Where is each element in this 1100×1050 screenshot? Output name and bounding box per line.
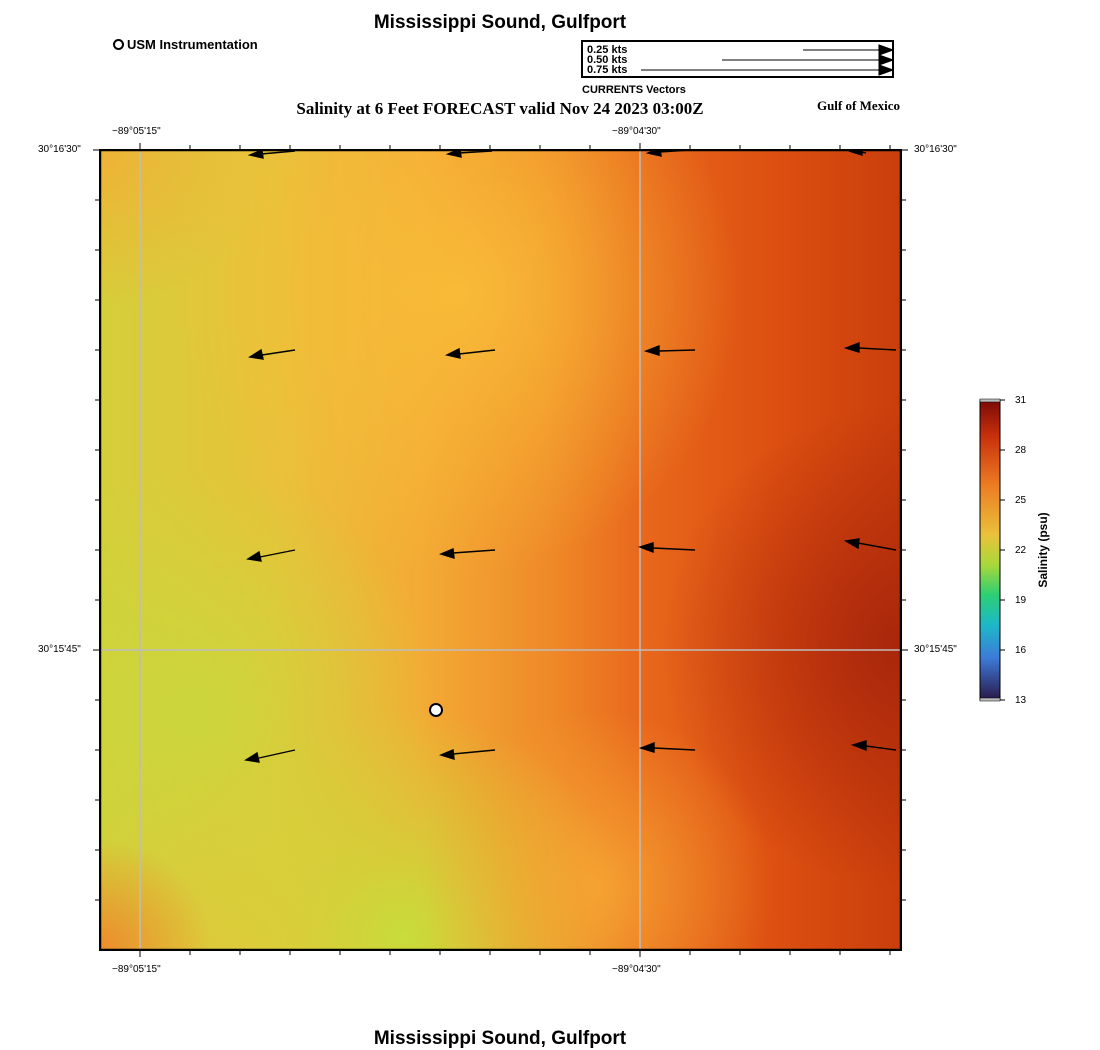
current-vector xyxy=(244,749,296,763)
map-subtitle: Salinity at 6 Feet FORECAST valid Nov 24… xyxy=(296,99,704,118)
current-vector xyxy=(843,341,897,353)
station-legend-label: USM Instrumentation xyxy=(127,37,258,52)
lon-tick-bottom-label: −89°05'15" xyxy=(112,964,161,975)
colorbar-tick-label: 25 xyxy=(1015,495,1027,506)
vector-legend-arrowhead xyxy=(878,54,894,66)
map-title: Mississippi Sound, Gulfport xyxy=(373,12,627,33)
lat-tick-right-label: 30°16'30" xyxy=(914,144,957,155)
colorbar-tick-label: 19 xyxy=(1015,595,1027,606)
vector-legend-box: 0.25 kts 0.50 kts 0.75 kts xyxy=(581,40,894,78)
current-vector xyxy=(246,549,296,562)
current-vector xyxy=(438,748,496,760)
vector-legend-label: 0.25 kts xyxy=(587,44,628,56)
map-gridlines xyxy=(99,149,902,951)
current-vector xyxy=(438,547,496,559)
vector-legend-arrowhead xyxy=(878,44,894,56)
vector-legend-label: 0.75 kts xyxy=(587,64,628,76)
lon-tick-top-label: −89°04'30" xyxy=(612,126,661,137)
salinity-colorbar xyxy=(979,398,1005,702)
usm-station-marker xyxy=(429,703,443,717)
lat-tick-left-label: 30°16'30" xyxy=(38,144,81,155)
vector-legend-caption: CURRENTS Vectors xyxy=(582,84,686,96)
lat-tick-left-label: 30°15'45" xyxy=(38,644,81,655)
colorbar-tick-label: 28 xyxy=(1015,445,1027,456)
current-vector xyxy=(248,348,296,360)
current-vector xyxy=(843,538,897,551)
colorbar-gradient xyxy=(979,399,1001,701)
colorbar-tick-label: 16 xyxy=(1015,645,1027,656)
vector-legend-label: 0.50 kts xyxy=(587,54,628,66)
salinity-map xyxy=(99,149,902,951)
current-vector xyxy=(637,542,696,554)
vector-legend-arrows xyxy=(641,44,894,76)
station-marker-icon xyxy=(113,39,124,50)
lon-tick-top-label: −89°05'15" xyxy=(112,126,161,137)
current-vector xyxy=(444,347,496,359)
current-vector xyxy=(850,740,897,752)
colorbar-tick-label: 22 xyxy=(1015,545,1027,556)
map-border xyxy=(99,149,902,951)
current-vector xyxy=(643,344,696,356)
station-legend: USM Instrumentation xyxy=(113,37,258,52)
colorbar-label: Salinity (psu) xyxy=(1036,512,1050,588)
colorbar-tick-label: 31 xyxy=(1015,395,1027,406)
vector-legend-arrowhead xyxy=(878,64,894,76)
region-label: Gulf of Mexico xyxy=(816,98,900,113)
lat-tick-right-label: 30°15'45" xyxy=(914,644,957,655)
lon-tick-bottom-label: −89°04'30" xyxy=(612,964,661,975)
colorbar-tick-label: 13 xyxy=(1015,695,1027,706)
map-bottom-title: Mississippi Sound, Gulfport xyxy=(373,1028,627,1049)
current-vector xyxy=(638,741,696,753)
current-vector xyxy=(247,149,296,159)
